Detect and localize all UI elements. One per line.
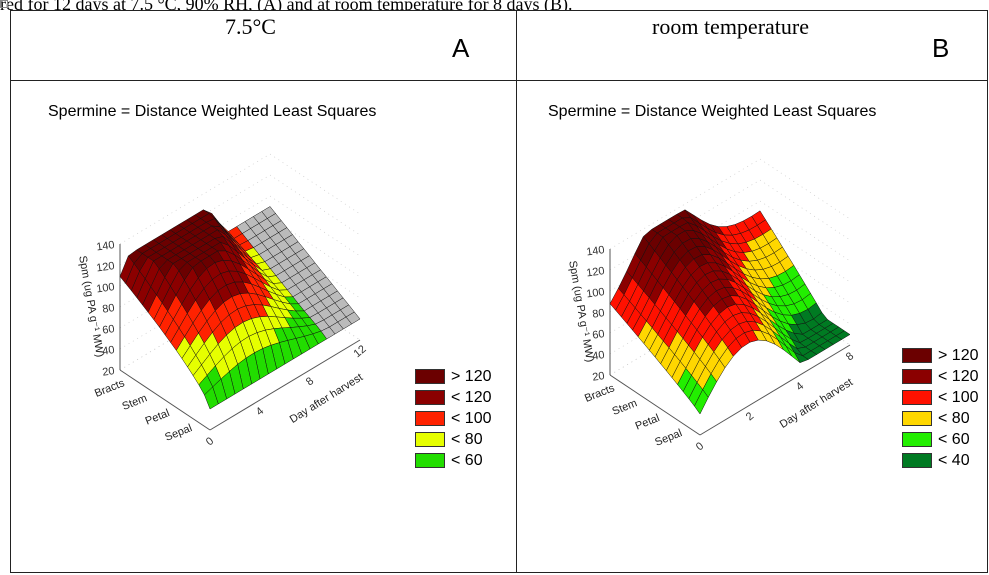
b-z-ticks: 20 40 60 80 100 120 140 [586,244,606,384]
b-z-tick-label: 120 [586,265,606,279]
b-z-tick-label: 80 [592,307,606,321]
b-legend-swatch [902,348,932,363]
a-y-category-label: Petal [144,407,172,428]
b-y-category-label: Stem [611,397,639,418]
b-legend-swatch [902,411,932,426]
a-legend-item: < 120 [415,387,491,408]
a-legend-swatch [415,432,445,447]
a-x-tick-label: 12 [352,343,369,360]
header-divider [10,80,988,81]
b-legend-swatch [902,453,932,468]
b-legend-label: < 120 [938,367,979,385]
b-legend-label: > 120 [938,346,979,364]
b-x-axis-label: Day after harvest [778,376,855,431]
figure-frame [10,10,988,573]
b-z-tick-label: 20 [592,370,606,384]
a-z-tick-label: 120 [96,260,116,274]
a-legend-swatch [415,369,445,384]
panel-b-condition: room temperature [652,14,809,39]
b-z-tick-label: 100 [586,286,606,300]
panel-a-condition: 7.5°C [225,14,276,39]
a-x-tick-label: 0 [204,435,216,448]
a-legend-swatch [415,411,445,426]
b-surface [609,209,851,415]
a-y-category-label: Bracts [93,377,127,400]
b-legend-label: < 80 [938,409,970,427]
a-legend-label: < 80 [451,430,483,448]
a-z-tick-label: 60 [102,323,116,337]
a-y-category-label: Stem [121,392,149,413]
panel-b-title: Spermine = Distance Weighted Least Squar… [548,103,877,120]
b-legend-item: > 120 [902,345,978,366]
a-legend-item: > 120 [415,366,491,387]
a-surface-cell [204,386,219,410]
a-legend-label: < 100 [451,409,492,427]
b-legend-item: < 60 [902,429,978,450]
a-z-tick-label: 40 [102,344,116,358]
b-z-tick-label: 140 [586,244,606,258]
b-legend-swatch [902,390,932,405]
a-z-tick-label: 20 [102,365,116,379]
b-legend-item: < 120 [902,366,978,387]
b-x-tick-label: 8 [844,350,856,363]
a-legend-label: > 120 [451,367,492,385]
b-legend-item: < 80 [902,408,978,429]
b-legend-item: < 40 [902,450,978,471]
panel-b-letter: B [932,33,950,63]
b-x-tick-label: 0 [694,440,706,453]
b-legend-swatch [902,432,932,447]
a-z-tick-label: 80 [102,302,116,316]
corner-marker [0,0,8,8]
a-legend-item: < 100 [415,408,491,429]
legend-a: > 120 < 120 < 100 < 80 < 60 [415,366,491,471]
figure-caption: red for 12 days at 7.5 °C, 90% RH, (A) a… [0,0,573,10]
a-axes [119,244,361,431]
a-legend-swatch [415,453,445,468]
b-legend-swatch [902,369,932,384]
a-legend-item: < 60 [415,450,491,471]
legend-b: > 120 < 120 < 100 < 80 < 60 < 40 [902,345,978,471]
b-y-category-label: Sepal [653,427,684,449]
a-y-category-label: Sepal [163,422,194,444]
b-legend-label: < 100 [938,388,979,406]
a-legend-item: < 80 [415,429,491,450]
a-x-tick-label: 4 [254,405,266,418]
panel-divider [516,10,517,573]
a-legend-swatch [415,390,445,405]
a-legend-label: < 60 [451,451,483,469]
b-y-category-label: Bracts [583,382,617,405]
a-x-tick-label: 8 [304,375,316,388]
panel-a-letter: A [452,33,470,63]
a-surface [119,206,361,410]
a-z-tick-label: 140 [96,239,116,253]
b-z-tick-label: 40 [592,349,606,363]
b-legend-label: < 60 [938,430,970,448]
b-surface-cell [694,389,709,415]
b-axes [609,249,851,436]
a-z-ticks: 20 40 60 80 100 120 140 [96,239,116,379]
b-x-tick-label: 2 [744,410,756,423]
a-x-axis-label: Day after harvest [288,371,365,426]
b-y-category-label: Petal [634,412,662,433]
a-z-tick-label: 100 [96,281,116,295]
b-x-tick-label: 4 [794,380,806,393]
panel-a-title: Spermine = Distance Weighted Least Squar… [48,103,377,120]
a-legend-label: < 120 [451,388,492,406]
b-z-tick-label: 60 [592,328,606,342]
b-legend-label: < 40 [938,451,970,469]
b-legend-item: < 100 [902,387,978,408]
